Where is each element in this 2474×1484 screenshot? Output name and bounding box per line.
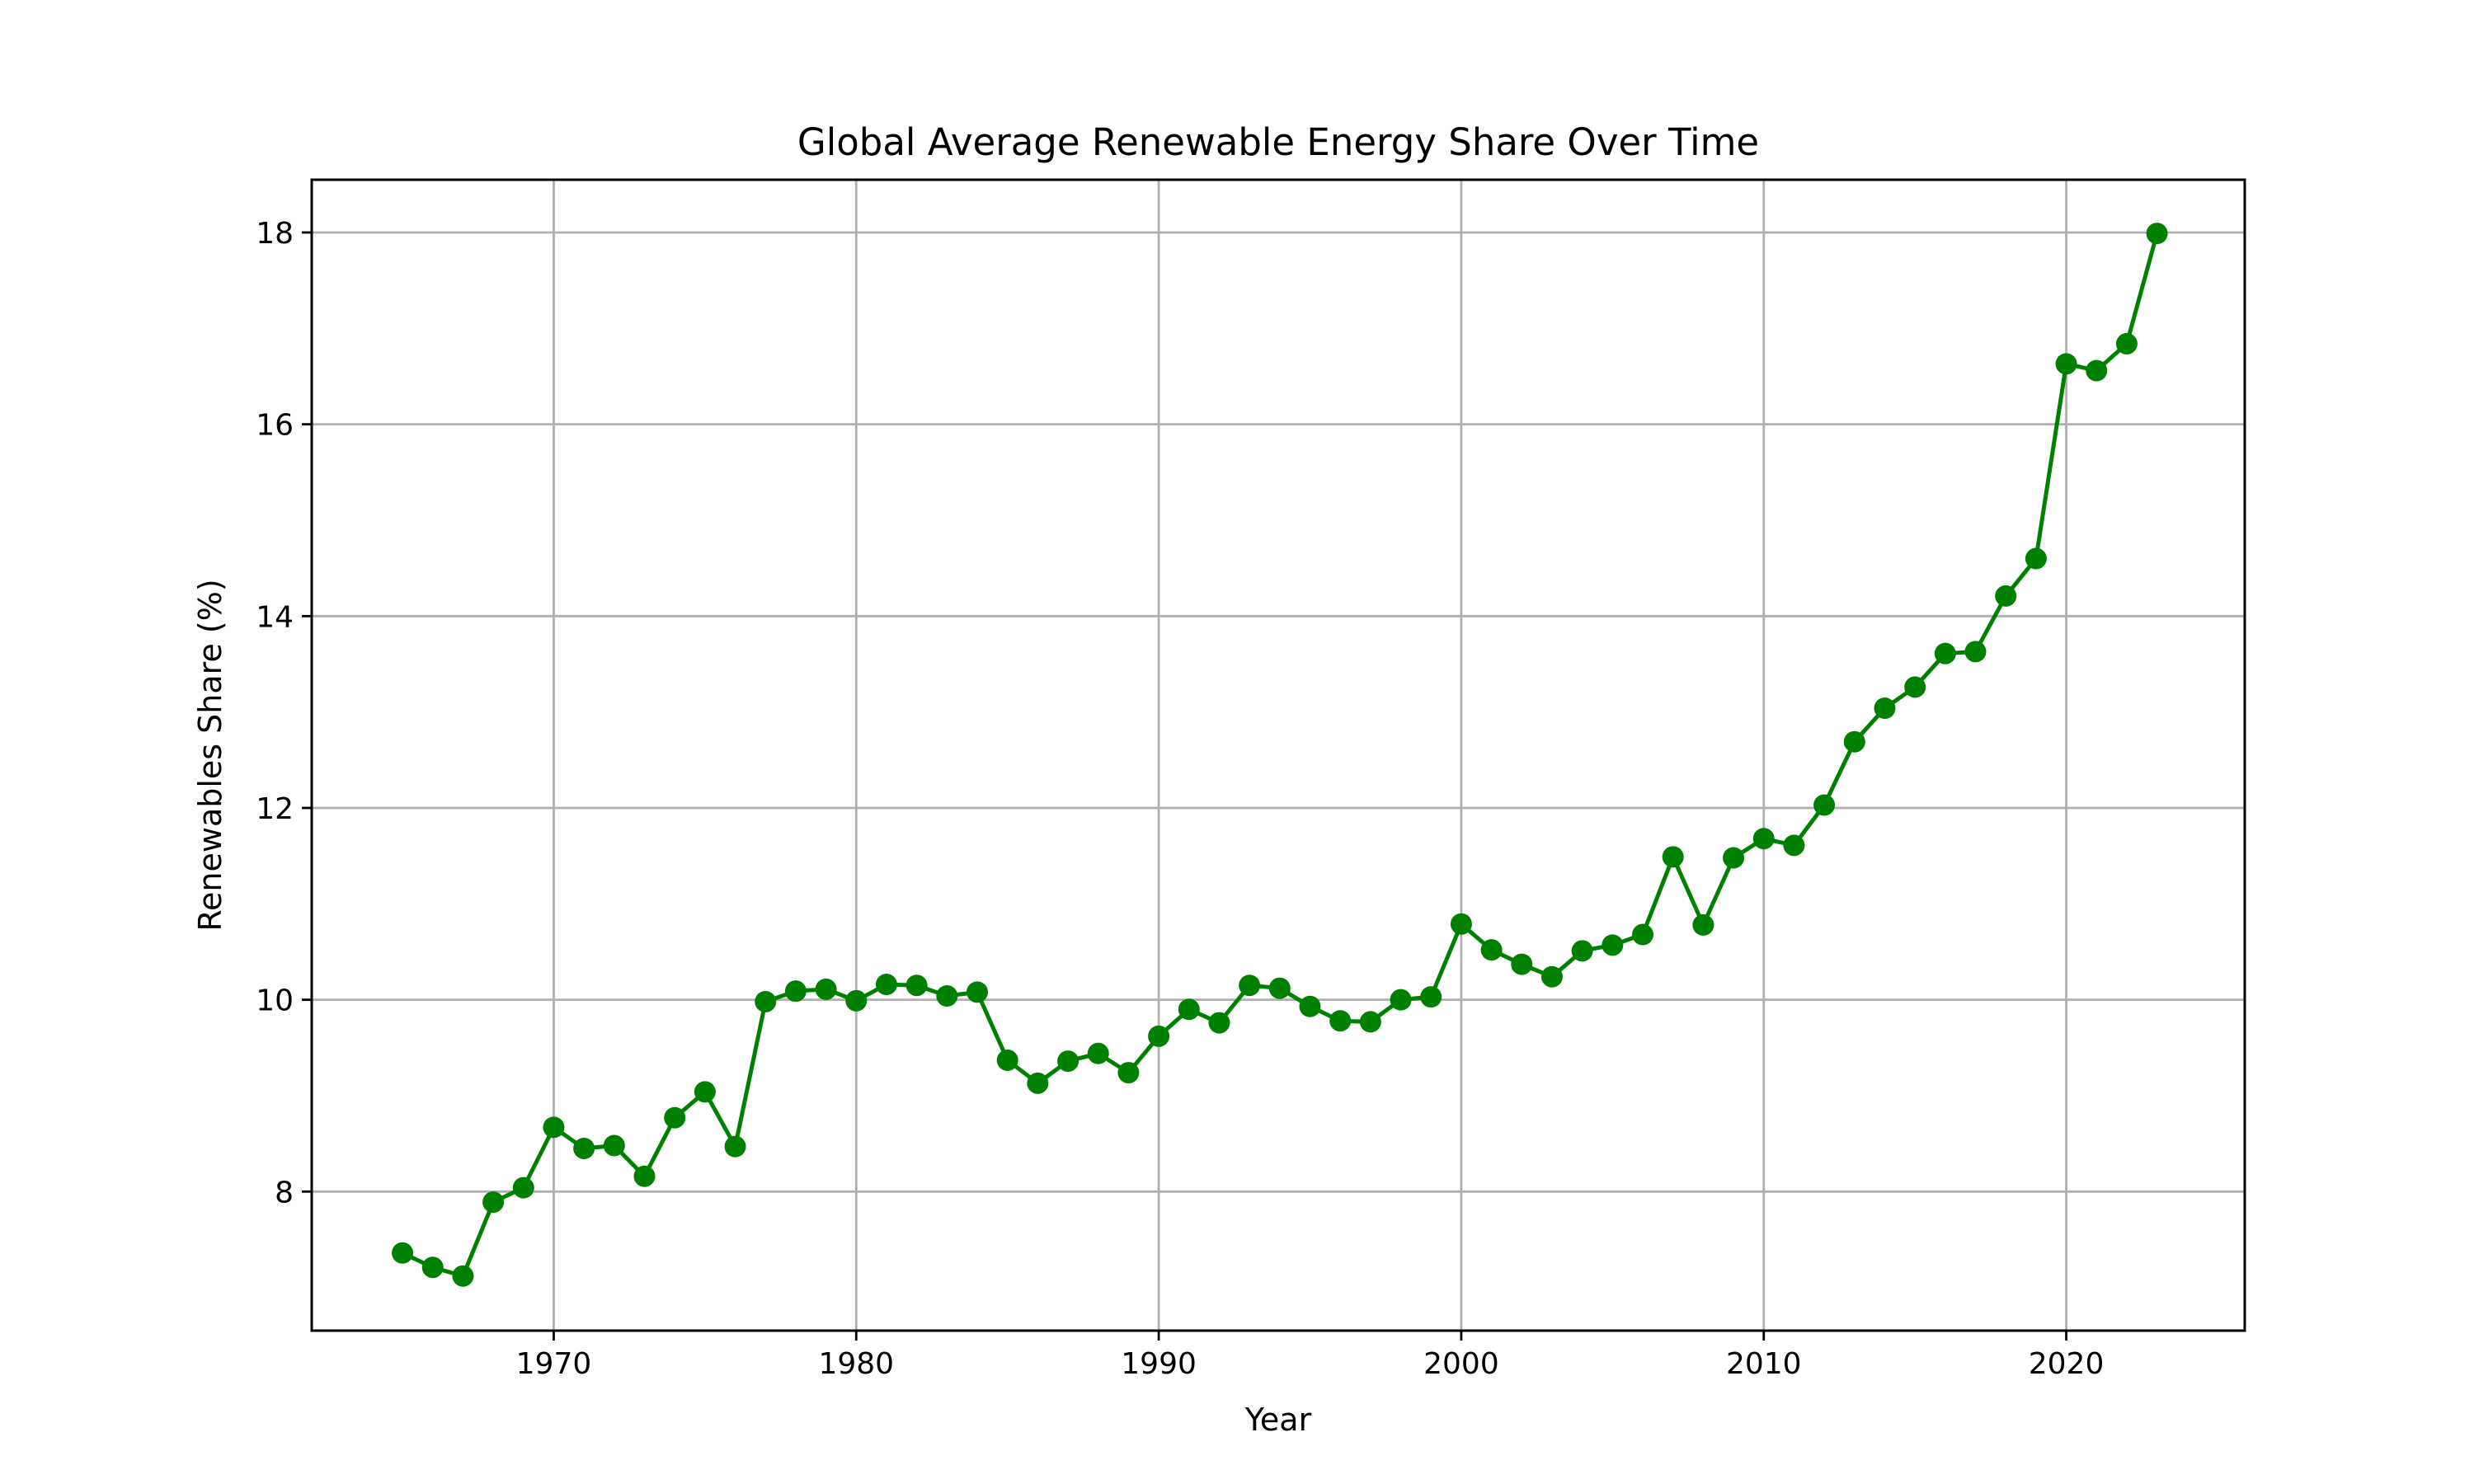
data-point: [1148, 1025, 1170, 1047]
x-tick-label: 1990: [1121, 1347, 1197, 1381]
y-tick-label: 8: [275, 1176, 294, 1209]
x-axis-label: Year: [1244, 1402, 1312, 1438]
data-point: [1027, 1072, 1049, 1094]
chart-title: Global Average Renewable Energy Share Ov…: [797, 120, 1759, 164]
data-point: [2025, 547, 2047, 570]
data-point: [1511, 953, 1533, 975]
data-point: [1571, 940, 1593, 962]
data-point: [2146, 223, 2168, 245]
data-point: [1662, 846, 1684, 868]
data-point: [1390, 989, 1412, 1011]
data-point: [1329, 1010, 1352, 1032]
data-point: [543, 1116, 565, 1139]
data-point: [1813, 794, 1836, 816]
data-point: [1359, 1011, 1381, 1033]
y-tick-label: 10: [256, 984, 294, 1018]
y-tick-label: 18: [256, 217, 294, 251]
data-point: [1208, 1012, 1230, 1034]
data-point: [1540, 965, 1563, 988]
data-point: [664, 1106, 686, 1129]
series-layer: [392, 223, 2168, 1287]
data-point: [1239, 974, 1261, 997]
grid: [312, 180, 2245, 1331]
data-point: [1874, 697, 1896, 719]
data-point: [512, 1176, 534, 1199]
data-point: [694, 1081, 716, 1103]
data-point: [452, 1265, 474, 1287]
data-point: [936, 984, 958, 1007]
data-point: [1723, 847, 1745, 869]
data-point: [1692, 913, 1714, 936]
data-point: [1752, 828, 1775, 850]
x-tick-label: 1980: [818, 1347, 894, 1381]
y-axis-label: Renewables Share (%): [192, 579, 228, 931]
data-point: [633, 1165, 656, 1187]
data-point: [2086, 359, 2108, 382]
data-point: [845, 989, 868, 1012]
y-tick-label: 14: [256, 600, 294, 634]
data-point: [1934, 642, 1956, 665]
data-point: [1843, 730, 1865, 753]
data-point: [1087, 1042, 1109, 1064]
data-point: [573, 1137, 595, 1159]
x-tick-label: 2010: [1726, 1347, 1802, 1381]
data-point: [905, 974, 928, 997]
data-point: [815, 978, 837, 1000]
data-point: [1995, 585, 2017, 607]
data-point: [482, 1191, 505, 1214]
data-point: [724, 1135, 746, 1158]
y-tick-label: 16: [256, 409, 294, 443]
data-point: [1783, 834, 1805, 857]
x-tick-label: 2020: [2029, 1347, 2105, 1381]
data-point: [603, 1134, 625, 1157]
data-point: [1178, 998, 1200, 1021]
data-point: [755, 990, 777, 1012]
data-point: [784, 980, 807, 1003]
ticks: 1970 1980 1990 2000 2010 2020 8 10 12 14 16 18: [256, 217, 2104, 1381]
data-point: [875, 974, 897, 996]
data-point: [1964, 641, 1987, 663]
data-point: [1268, 977, 1291, 999]
data-point: [967, 981, 989, 1003]
data-point: [1057, 1050, 1079, 1073]
data-point: [1450, 913, 1472, 935]
data-point: [1632, 923, 1654, 946]
data-point: [996, 1049, 1018, 1071]
plot-frame: [310, 178, 2246, 1332]
data-point: [421, 1256, 444, 1279]
data-point: [392, 1242, 414, 1264]
data-point: [1480, 939, 1503, 961]
data-point: [1299, 995, 1321, 1017]
data-point: [1904, 676, 1926, 698]
data-point: [1117, 1062, 1140, 1084]
x-tick-label: 2000: [1423, 1347, 1499, 1381]
data-point: [2055, 353, 2077, 375]
y-tick-label: 12: [256, 792, 294, 826]
data-point: [1420, 986, 1442, 1008]
data-point: [2115, 332, 2138, 355]
data-point: [1602, 934, 1624, 956]
x-tick-label: 1970: [516, 1347, 592, 1381]
